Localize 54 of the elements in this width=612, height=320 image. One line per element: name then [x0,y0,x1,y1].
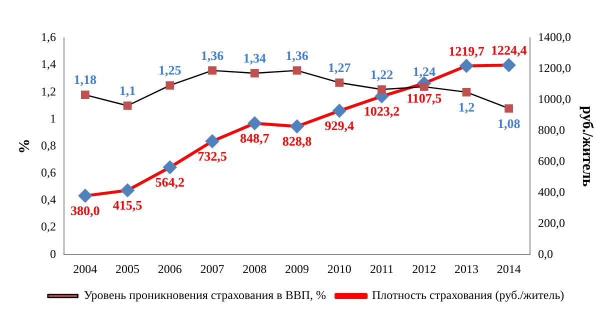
y-tick-label: 0,2 [41,220,56,234]
data-label: 929,4 [324,118,354,134]
data-label: 415,5 [112,198,143,213]
y2-tick-label: 1000,0 [538,92,571,106]
data-label: 1023,2 [364,104,400,119]
data-label: 1,27 [328,60,352,76]
y-tick-label: 1,2 [41,84,56,98]
y2-tick-label: 1200,0 [538,61,571,76]
data-label: 1107,5 [406,90,442,106]
x-tick-label: 2004 [73,262,98,276]
legend-label: Уровень проникновения страхования в ВВП, % [84,288,326,302]
x-tick-label: 2007 [200,262,224,276]
x-tick-label: 2010 [327,262,352,276]
y2-tick-label: 200,0 [538,216,565,230]
y-tick-label: 1,4 [41,57,56,72]
data-label: 1224,4 [490,42,528,58]
y2-axis-title: руб./житель [579,106,596,187]
y2-tick-label: 1400,0 [538,30,571,44]
data-label: 1,2 [458,100,475,115]
data-label: 564,2 [155,174,185,190]
y2-tick-label: 600,0 [538,154,565,168]
y-tick-label: 1 [50,111,56,126]
x-tick-label: 2009 [285,262,309,276]
legend-label: Плотность страхования (руб./житель) [372,288,564,302]
x-tick-label: 2011 [370,262,394,276]
x-tick-label: 2013 [454,262,478,276]
x-tick-label: 2008 [242,262,267,276]
y-tick-label: 0 [50,246,56,261]
data-label: 1,34 [243,50,267,66]
data-label: 380,0 [70,203,100,218]
data-label: 1,36 [286,48,309,63]
y-tick-label: 0,6 [41,166,56,180]
data-label: 828,8 [282,134,312,149]
data-label: 1219,7 [448,43,485,58]
y2-tick-label: 0,0 [538,246,553,261]
data-label: 732,5 [198,148,228,164]
x-tick-label: 2005 [116,262,140,276]
x-tick-label: 2006 [158,262,182,276]
y2-tick-label: 800,0 [538,122,565,137]
x-tick-label: 2014 [496,262,521,276]
y-tick-label: 0,8 [41,138,56,152]
data-label: 1,08 [497,116,521,131]
data-label: 1,22 [370,66,394,82]
data-label: 1,36 [200,48,224,63]
y2-tick-label: 400,0 [538,184,565,199]
data-label: 1,25 [158,62,182,78]
x-tick-label: 2012 [412,262,436,276]
y-tick-label: 0,4 [41,192,56,207]
data-label: 1,18 [74,72,98,88]
data-label: 848,7 [240,130,270,146]
data-label: 1,24 [412,64,436,80]
data-label: 1,1 [119,83,136,98]
y-axis-title: % [16,138,33,154]
y-tick-label: 1,6 [41,30,56,44]
